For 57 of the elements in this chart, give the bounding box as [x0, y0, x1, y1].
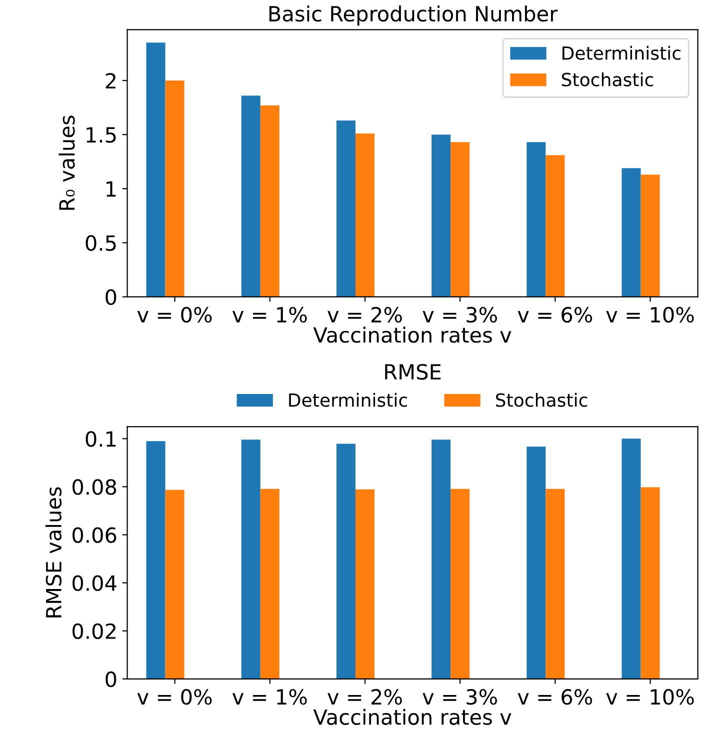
- y-tick-label: 0.04: [72, 575, 116, 592]
- legend-label: Deterministic: [562, 46, 680, 60]
- bar: [241, 440, 260, 679]
- bar: [622, 438, 641, 679]
- x-tick-label: v = 10%: [606, 306, 694, 323]
- bar: [165, 490, 184, 679]
- x-tick-label: v = 3%: [422, 689, 497, 705]
- bar: [355, 134, 374, 297]
- y-tick-label: 0.08: [72, 479, 116, 495]
- x-axis-title: Vaccination rates v: [313, 326, 512, 343]
- chart-title: RMSE: [385, 364, 441, 380]
- y-tick-label: 0.5: [86, 235, 116, 251]
- y-tick-label: 0: [106, 289, 116, 306]
- bar: [146, 441, 166, 679]
- bar: [450, 142, 470, 297]
- y-tick-label: 1: [106, 181, 116, 197]
- x-tick-label: v = 1%: [232, 689, 307, 705]
- bar: [622, 168, 641, 297]
- x-tick-label: v = 2%: [328, 689, 402, 705]
- bar: [640, 174, 660, 297]
- y-tick-label: 0: [106, 671, 116, 688]
- legend-label: Deterministic: [289, 392, 408, 407]
- bar: [432, 440, 451, 679]
- x-tick-label: v = 1%: [232, 306, 307, 323]
- bar: [336, 120, 356, 297]
- legend-label: Stochastic: [496, 392, 588, 407]
- x-axis-title: Vaccination rates v: [313, 708, 512, 725]
- bar: [355, 489, 374, 679]
- chart-title: Basic Reproduction Number: [269, 6, 558, 26]
- bar: [546, 488, 565, 679]
- bar: [336, 444, 356, 679]
- x-tick-label: v = 2%: [328, 306, 402, 323]
- x-tick-label: v = 0%: [137, 306, 212, 323]
- bar: [165, 80, 184, 297]
- y-axis-title: RMSE values: [45, 487, 62, 618]
- y-tick-label: 0.02: [72, 623, 116, 640]
- bar: [241, 96, 260, 297]
- bar: [432, 134, 451, 297]
- y-tick-label: 1.5: [86, 127, 116, 143]
- bar: [546, 155, 565, 297]
- legend-label: Stochastic: [562, 72, 654, 86]
- bar: [260, 488, 280, 679]
- bar: [526, 446, 546, 679]
- y-tick-label: 0.06: [72, 527, 116, 543]
- bar: [260, 105, 280, 297]
- x-tick-label: v = 10%: [606, 689, 694, 705]
- bar: [526, 142, 546, 297]
- x-tick-label: v = 0%: [137, 689, 212, 705]
- x-tick-label: v = 6%: [518, 689, 592, 705]
- bar: [146, 42, 166, 297]
- y-axis-title: R₀ values: [58, 116, 75, 210]
- x-tick-label: v = 3%: [422, 306, 497, 323]
- bar: [640, 487, 660, 679]
- bar: [450, 488, 470, 679]
- x-tick-label: v = 6%: [518, 306, 592, 323]
- y-tick-label: 2: [106, 72, 116, 88]
- y-tick-label: 0.1: [86, 431, 116, 447]
